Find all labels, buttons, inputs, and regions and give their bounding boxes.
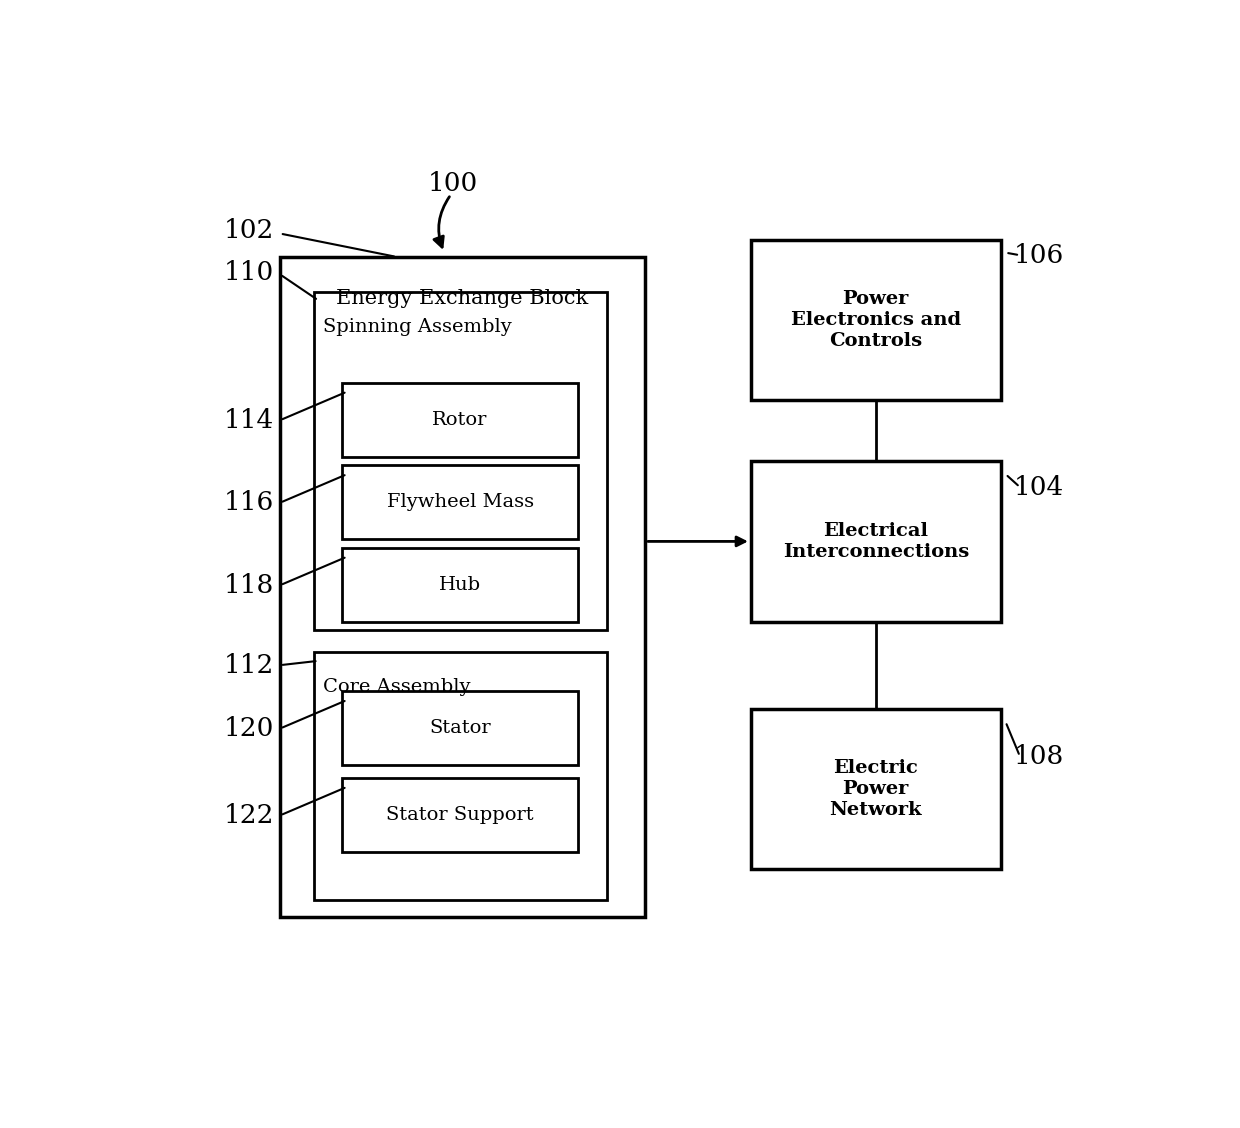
- Bar: [342, 382, 578, 457]
- Bar: [280, 257, 645, 917]
- Bar: [342, 778, 578, 852]
- Text: Core Assembly: Core Assembly: [324, 678, 471, 696]
- Bar: [342, 466, 578, 539]
- Text: Stator Support: Stator Support: [387, 807, 534, 825]
- Text: 122: 122: [224, 803, 274, 828]
- Bar: [342, 691, 578, 765]
- Text: Power
Electronics and
Controls: Power Electronics and Controls: [791, 290, 961, 350]
- Text: Electrical
Interconnections: Electrical Interconnections: [782, 522, 968, 561]
- Text: 108: 108: [1014, 743, 1064, 769]
- Text: 114: 114: [224, 407, 274, 433]
- Text: 118: 118: [224, 573, 274, 598]
- Bar: [751, 461, 1001, 622]
- Text: 102: 102: [224, 219, 274, 244]
- Text: Electric
Power
Network: Electric Power Network: [830, 759, 923, 819]
- Text: 106: 106: [1014, 243, 1064, 267]
- Text: Flywheel Mass: Flywheel Mass: [387, 493, 533, 511]
- Bar: [751, 708, 1001, 870]
- Text: 104: 104: [1014, 475, 1064, 500]
- Text: Spinning Assembly: Spinning Assembly: [324, 318, 512, 336]
- Text: Hub: Hub: [439, 575, 481, 593]
- Bar: [342, 548, 578, 622]
- Bar: [314, 292, 606, 631]
- Text: Stator: Stator: [429, 720, 491, 738]
- Text: Rotor: Rotor: [433, 411, 487, 429]
- Text: 112: 112: [224, 653, 274, 678]
- Text: 120: 120: [224, 716, 274, 741]
- Text: Energy Exchange Block: Energy Exchange Block: [336, 289, 589, 308]
- Bar: [314, 652, 606, 900]
- Bar: [751, 239, 1001, 400]
- Text: 100: 100: [428, 170, 479, 195]
- Text: 116: 116: [224, 491, 274, 515]
- Text: 110: 110: [224, 261, 274, 285]
